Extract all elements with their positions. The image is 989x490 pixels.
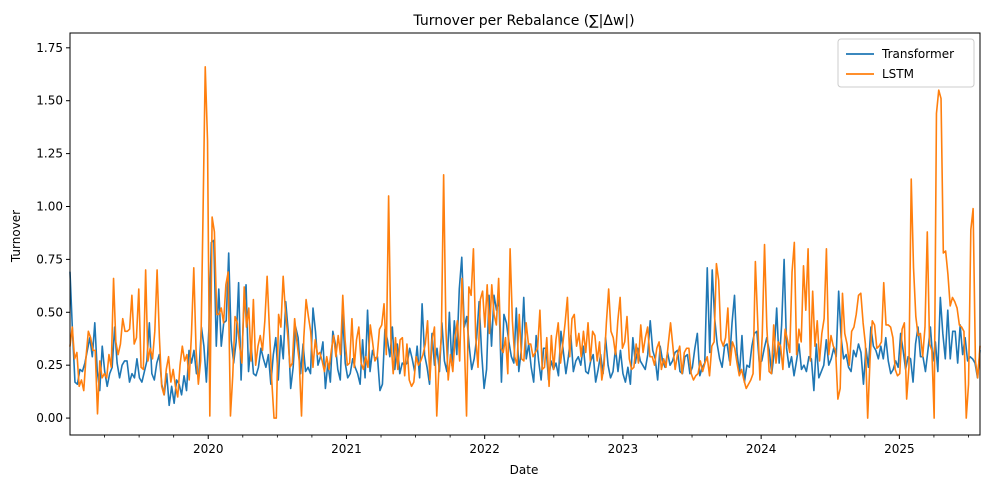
x-tick-label: 2021 xyxy=(331,442,362,456)
legend-label-transformer: Transformer xyxy=(881,47,954,61)
x-tick-label: 2020 xyxy=(193,442,224,456)
axes-spines xyxy=(69,32,981,436)
y-tick-label: 0.75 xyxy=(36,252,63,266)
legend: Transformer LSTM xyxy=(837,38,975,88)
legend-box xyxy=(837,38,975,88)
x-tick-label: 2024 xyxy=(746,442,777,456)
y-tick-label: 1.25 xyxy=(36,147,63,161)
y-tick-label: 1.75 xyxy=(36,41,63,55)
x-axis-label: Date xyxy=(510,463,539,477)
chart-title: Turnover per Rebalance (∑|Δw|) xyxy=(412,13,634,29)
x-tick-label: 2023 xyxy=(608,442,639,456)
y-tick-label: 0.25 xyxy=(36,358,63,372)
series-layer xyxy=(69,66,981,419)
y-tick-label: 1.00 xyxy=(36,199,63,213)
series-line-lstm xyxy=(69,66,981,419)
y-tick-label: 0.50 xyxy=(36,305,63,319)
legend-label-lstm: LSTM xyxy=(882,67,914,81)
y-axis-label: Turnover xyxy=(9,210,23,263)
series-line-transformer xyxy=(69,239,981,407)
axes-layer: 0.00 0.25 0.50 0.75 1.00 1.25 1.50 1.75 2020 2021… xyxy=(36,32,981,456)
plot-area xyxy=(70,33,980,435)
y-tick-label: 0.00 xyxy=(36,411,63,425)
x-tick-label: 2025 xyxy=(884,442,915,456)
x-tick-label: 2022 xyxy=(469,442,500,456)
y-tick-label: 1.50 xyxy=(36,94,63,108)
